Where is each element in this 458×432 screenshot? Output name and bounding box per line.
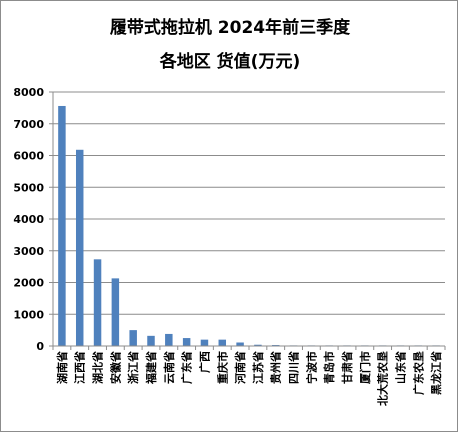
axes (49, 91, 446, 350)
bar-河南省 (236, 342, 244, 346)
category-label: 湖南省 (55, 351, 69, 384)
y-tick-label: 4000 (13, 213, 44, 226)
category-label: 重庆市 (215, 351, 229, 384)
y-tick-label: 1000 (13, 308, 44, 321)
category-label: 广东农垦 (411, 351, 425, 395)
category-label: 贵州省 (269, 351, 283, 384)
category-label: 山东省 (393, 351, 407, 384)
bar-福建省 (147, 335, 155, 346)
category-label: 安徽省 (108, 351, 122, 384)
category-label: 甘肃省 (340, 351, 354, 384)
category-label: 厦门市 (358, 351, 372, 384)
category-labels: 湖南省 江西省 湖北省 安徽省 浙江省 福建省 云南省 广东省 广西 重庆市 河南省 江苏省 贵州省 四川… (55, 351, 443, 406)
category-label: 福建省 (144, 351, 158, 385)
category-label: 四川省 (287, 351, 301, 384)
chart-title-line-1: 履带式拖拉机 2024年前三季度 (110, 17, 351, 38)
bar-江西省 (75, 149, 84, 346)
bars (58, 105, 440, 346)
y-tick-label: 5000 (13, 181, 44, 194)
category-label: 黑龙江省 (429, 351, 443, 395)
category-label: 广东省 (180, 351, 194, 384)
bar-湖南省 (58, 105, 66, 346)
bar-江苏省 (254, 344, 262, 346)
category-label: 云南省 (162, 351, 176, 384)
category-label: 浙江省 (126, 351, 140, 384)
bar-重庆市 (218, 339, 227, 346)
y-tick-label: 8000 (13, 86, 44, 99)
bar-云南省 (165, 333, 173, 346)
bar-浙江省 (129, 330, 137, 346)
category-label: 广西 (197, 351, 211, 373)
category-label: 北大荒农垦 (376, 351, 390, 406)
bar-广西 (200, 339, 209, 346)
category-label: 青岛市 (322, 351, 336, 384)
chart-title-line-2: 各地区 货值(万元) (159, 51, 300, 72)
y-tick-label: 7000 (13, 118, 44, 131)
category-label: 江西省 (73, 351, 87, 384)
category-label: 江苏省 (251, 351, 265, 384)
y-tick-label: 6000 (13, 150, 44, 163)
y-tick-label: 3000 (13, 245, 44, 258)
bar-湖北省 (93, 259, 102, 346)
category-label: 宁波市 (304, 351, 318, 384)
category-label: 湖北省 (91, 351, 105, 384)
y-tick-labels: 0 1000 2000 3000 4000 5000 6000 7000 8000 (13, 86, 44, 353)
y-tick-label: 2000 (13, 277, 44, 290)
category-label: 河南省 (233, 351, 247, 384)
bar-安徽省 (111, 278, 120, 346)
y-tick-label: 0 (36, 340, 44, 353)
bar-广东省 (182, 338, 191, 346)
